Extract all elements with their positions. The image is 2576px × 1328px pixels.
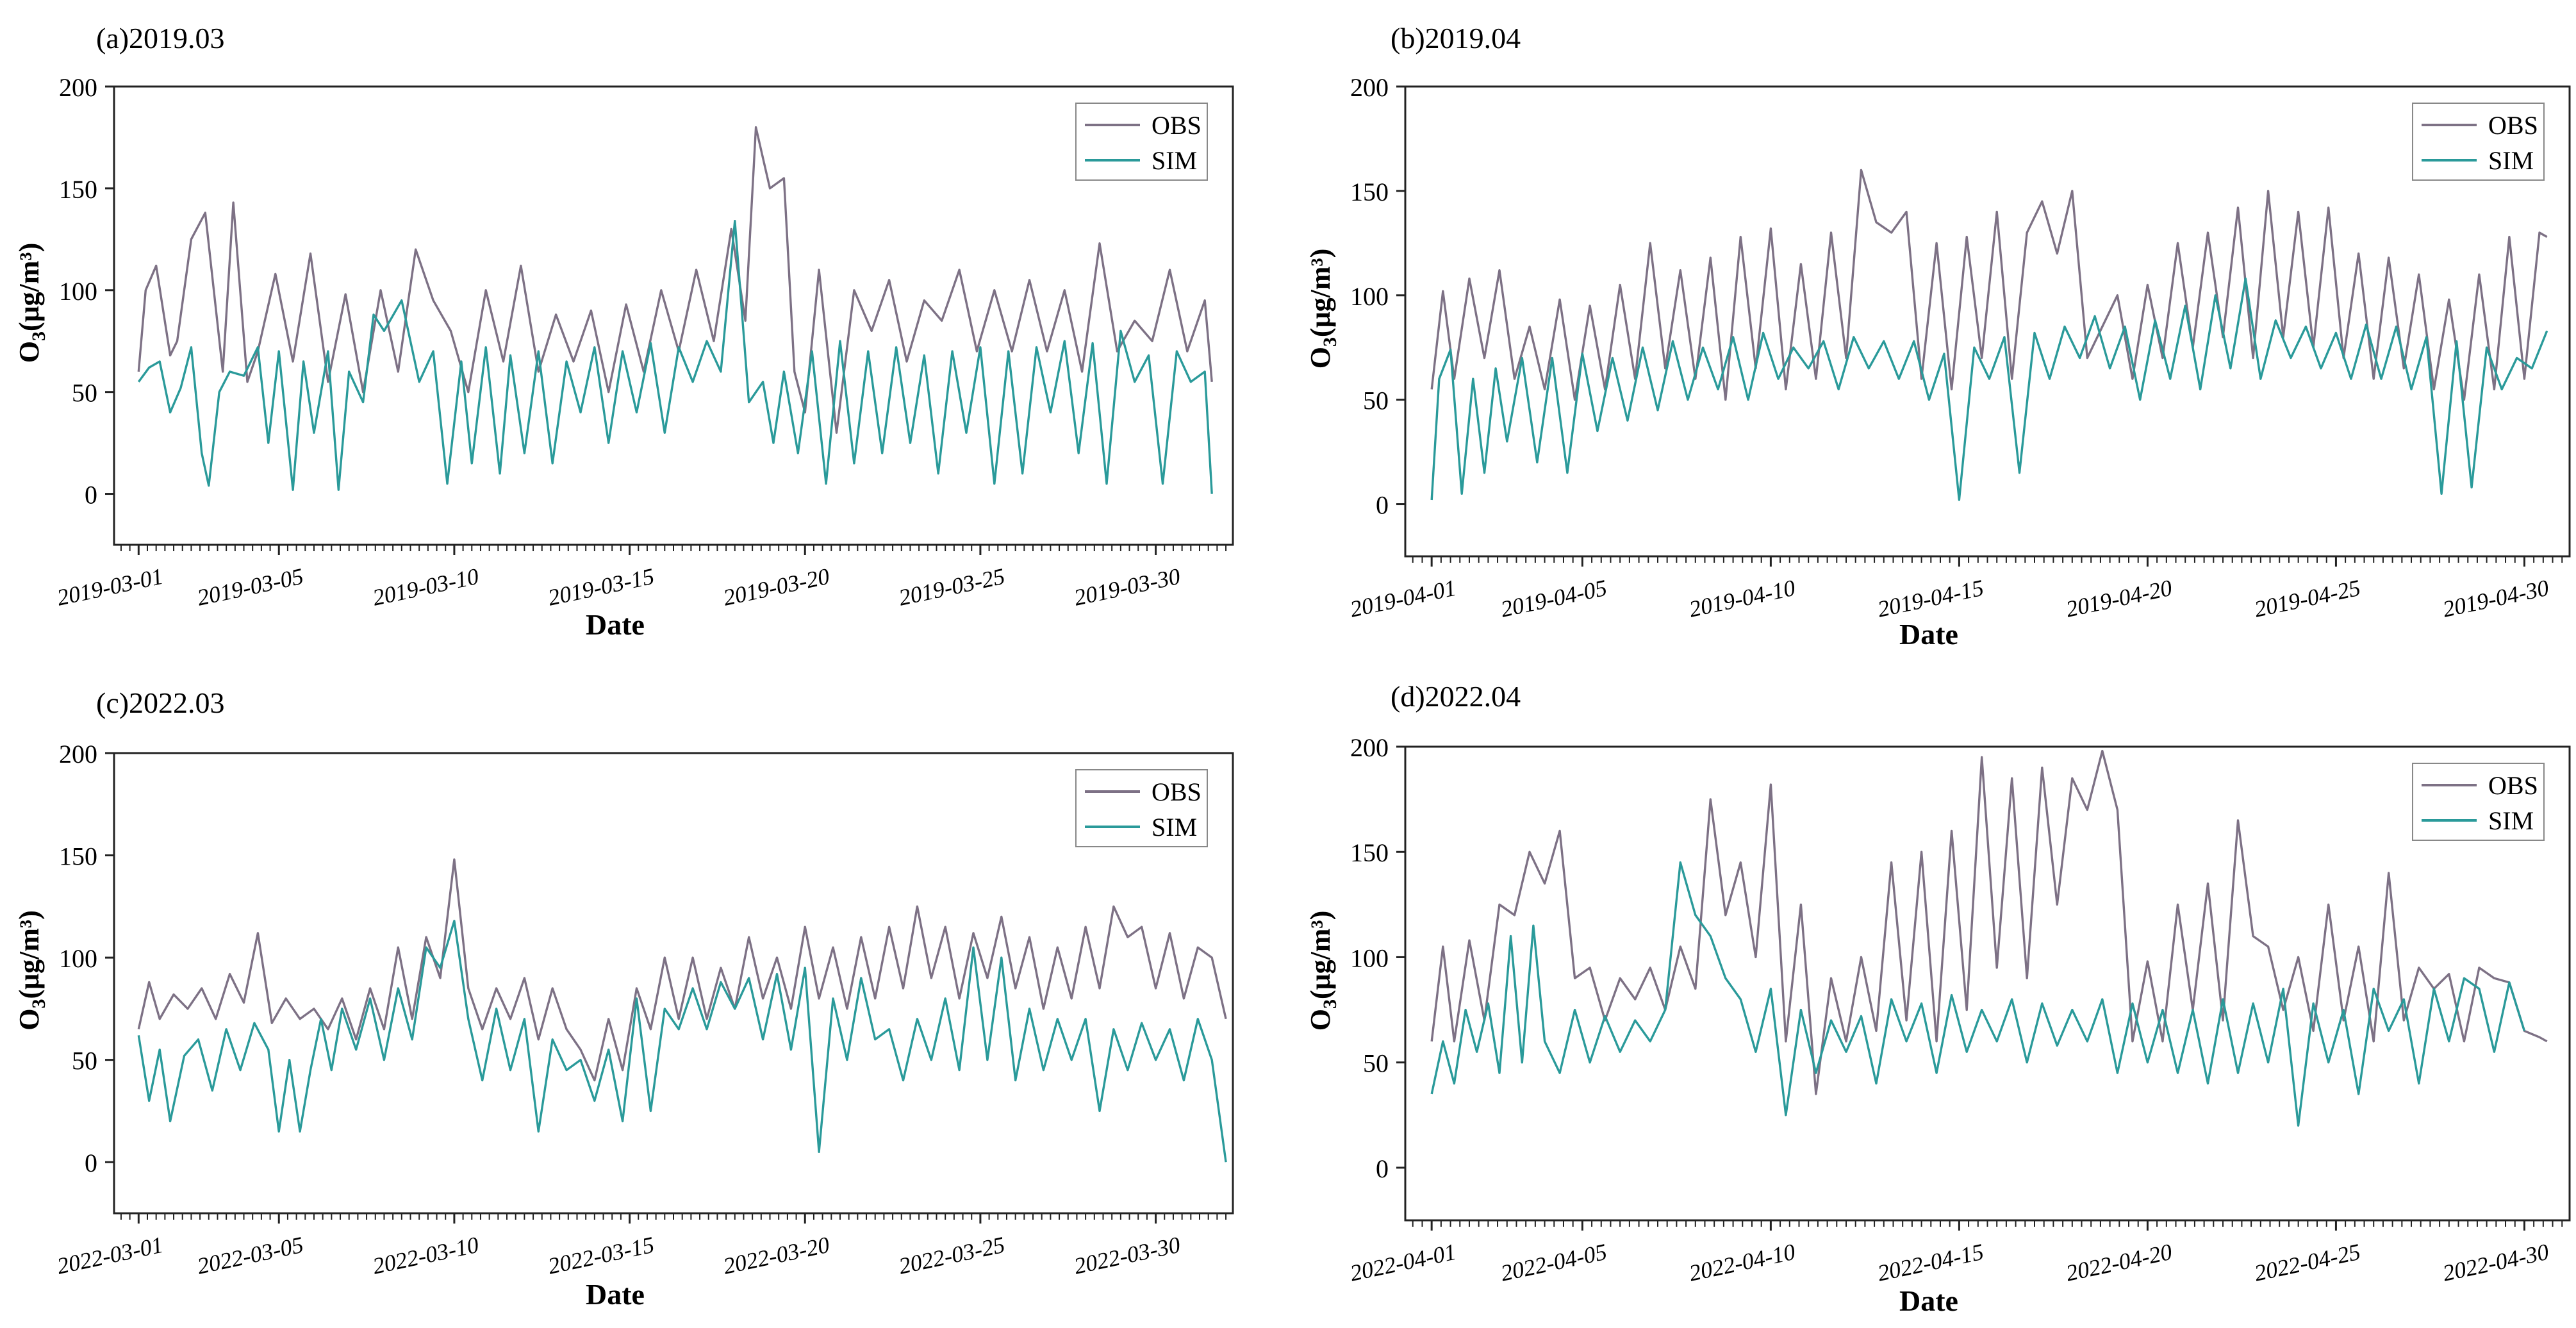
x-tick-label: 2022-04-01 bbox=[1348, 1239, 1458, 1286]
y-tick-label: 150 bbox=[59, 842, 97, 871]
x-tick-label: 2022-03-25 bbox=[896, 1232, 1007, 1279]
y-tick-label: 150 bbox=[1350, 178, 1389, 206]
y-tick-label: 200 bbox=[1350, 733, 1389, 762]
panel-label: (c)2022.03 bbox=[96, 686, 225, 719]
legend-label-obs: OBS bbox=[1152, 777, 1201, 806]
plot-frame bbox=[113, 752, 1234, 1215]
x-tick-label: 2022-04-10 bbox=[1687, 1239, 1797, 1286]
x-tick-label: 2019-03-05 bbox=[195, 563, 306, 611]
legend-box bbox=[2412, 103, 2545, 181]
y-tick-label: 100 bbox=[59, 277, 97, 306]
x-tick-label: 2022-03-20 bbox=[721, 1232, 832, 1279]
x-tick-label: 2022-04-15 bbox=[1875, 1239, 1986, 1286]
series-line-obs bbox=[1430, 749, 2548, 1095]
legend-label-obs: OBS bbox=[1152, 111, 1201, 140]
x-minor-ticks bbox=[1412, 556, 2563, 563]
x-tick-label: 2019-04-10 bbox=[1687, 575, 1797, 622]
x-axis-label: Date bbox=[1899, 618, 1958, 651]
legend-box bbox=[1075, 769, 1208, 847]
x-tick-label: 2019-03-15 bbox=[546, 563, 657, 611]
x-tick-label: 2022-04-05 bbox=[1498, 1239, 1609, 1286]
y-tick-label: 0 bbox=[85, 1149, 97, 1177]
x-tick-label: 2022-03-10 bbox=[370, 1232, 481, 1279]
y-tick-label: 50 bbox=[72, 379, 97, 408]
x-tick-label: 2019-04-20 bbox=[2063, 575, 2174, 622]
x-tick-label: 2022-04-25 bbox=[2252, 1239, 2363, 1286]
series-line-sim bbox=[137, 919, 1227, 1163]
legend-label-sim: SIM bbox=[1152, 146, 1197, 175]
series-line-sim bbox=[1430, 278, 2548, 501]
y-tick-label: 50 bbox=[72, 1047, 97, 1075]
legend-label-sim: SIM bbox=[2488, 146, 2534, 175]
series-line-obs bbox=[1430, 169, 2548, 401]
x-tick-label: 2019-04-05 bbox=[1498, 575, 1609, 622]
y-tick-label: 100 bbox=[1350, 282, 1389, 311]
x-axis-label: Date bbox=[586, 608, 645, 641]
y-tick-label: 150 bbox=[1350, 838, 1389, 867]
x-tick-label: 2022-04-20 bbox=[2063, 1239, 2174, 1286]
panel-label: (a)2019.03 bbox=[96, 22, 225, 54]
y-tick-label: 200 bbox=[1350, 73, 1389, 102]
y-tick-label: 150 bbox=[59, 175, 97, 204]
series-line-obs bbox=[137, 126, 1213, 434]
plot-frame bbox=[1404, 85, 2571, 558]
chart-panel: (d)2022.04 0 50 100 150 200 O3(μg/m³) 2022-04-0… bbox=[1305, 680, 2571, 1317]
y-tick-label: 200 bbox=[59, 740, 97, 768]
y-tick-label: 0 bbox=[85, 481, 97, 510]
plot-frame bbox=[113, 85, 1234, 546]
y-axis-label: O3(μg/m³) bbox=[13, 910, 49, 1031]
y-tick-label: 100 bbox=[1350, 943, 1389, 972]
y-tick-label: 0 bbox=[1376, 491, 1389, 520]
chart-panel: (b)2019.04 0 50 100 150 200 O3(μg/m³) 2019-04-0… bbox=[1305, 22, 2571, 651]
legend-label-sim: SIM bbox=[1152, 813, 1197, 842]
y-tick-label: 50 bbox=[1363, 386, 1389, 415]
x-tick-label: 2022-03-05 bbox=[195, 1232, 306, 1279]
legend-label-sim: SIM bbox=[2488, 806, 2534, 835]
x-tick-label: 2019-03-20 bbox=[721, 563, 832, 611]
x-tick-label: 2022-04-30 bbox=[2440, 1239, 2551, 1286]
legend-label-obs: OBS bbox=[2488, 771, 2538, 800]
x-tick-label: 2022-03-30 bbox=[1072, 1232, 1183, 1279]
x-tick-label: 2019-03-10 bbox=[370, 563, 481, 611]
x-tick-label: 2019-04-30 bbox=[2440, 575, 2551, 622]
legend-box bbox=[2412, 763, 2545, 841]
panel-label: (b)2019.04 bbox=[1391, 22, 1521, 54]
x-tick-label: 2019-03-30 bbox=[1072, 563, 1183, 611]
series-line-sim bbox=[1430, 861, 2526, 1127]
y-tick-label: 50 bbox=[1363, 1049, 1389, 1078]
series-line-sim bbox=[137, 220, 1213, 494]
y-axis-label: O3(μg/m³) bbox=[13, 243, 49, 363]
x-tick-label: 2019-03-25 bbox=[896, 563, 1007, 611]
x-tick-label: 2019-04-15 bbox=[1875, 575, 1986, 622]
y-tick-label: 200 bbox=[59, 73, 97, 102]
x-tick-label: 2022-03-15 bbox=[546, 1232, 657, 1279]
series-line-obs bbox=[137, 858, 1227, 1082]
legend-box bbox=[1075, 103, 1208, 181]
x-axis-label: Date bbox=[586, 1278, 645, 1311]
y-tick-label: 0 bbox=[1376, 1154, 1389, 1183]
panel-label: (d)2022.04 bbox=[1391, 680, 1521, 713]
x-tick-label: 2022-03-01 bbox=[54, 1232, 165, 1279]
plot-frame bbox=[1404, 745, 2571, 1222]
legend-label-obs: OBS bbox=[2488, 111, 2538, 140]
chart-panel: (a)2019.03 0 50 100 150 200 O3(μg/m³) 2019-03-0… bbox=[13, 22, 1234, 641]
x-tick-label: 2019-04-25 bbox=[2252, 575, 2363, 622]
y-tick-label: 100 bbox=[59, 944, 97, 973]
y-axis-label: O3(μg/m³) bbox=[1305, 911, 1341, 1031]
x-tick-label: 2019-04-01 bbox=[1348, 575, 1458, 622]
y-axis-label: O3(μg/m³) bbox=[1305, 249, 1341, 369]
x-axis-label: Date bbox=[1899, 1284, 1958, 1317]
x-tick-label: 2019-03-01 bbox=[54, 563, 165, 611]
chart-panel: (c)2022.03 0 50 100 150 200 O3(μg/m³) 2022-03-0… bbox=[13, 686, 1234, 1311]
